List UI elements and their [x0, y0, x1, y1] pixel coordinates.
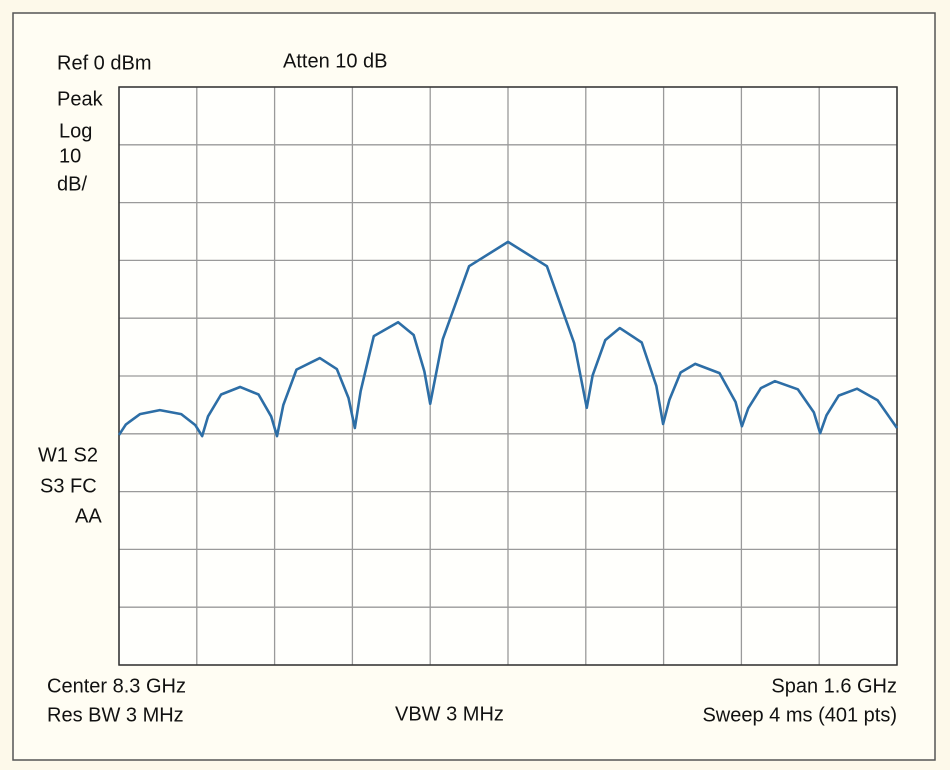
annotation: AA: [75, 505, 102, 527]
annotation: Peak: [57, 88, 104, 110]
annotation: Log: [59, 120, 92, 142]
annotation: S3 FC: [40, 475, 97, 497]
annotation: W1 S2: [38, 444, 98, 466]
annotation: Atten 10 dB: [283, 50, 388, 72]
annotation: Res BW 3 MHz: [47, 704, 184, 726]
annotation: Center 8.3 GHz: [47, 675, 186, 697]
annotation: VBW 3 MHz: [395, 703, 504, 725]
annotation: 10: [59, 145, 81, 167]
trace: [117, 240, 899, 438]
annotation: Ref 0 dBm: [57, 52, 151, 74]
annotation: dB/: [57, 173, 87, 195]
plot-border: [118, 86, 898, 666]
annotation: Sweep 4 ms (401 pts): [702, 704, 897, 726]
annotation: Span 1.6 GHz: [771, 675, 897, 697]
